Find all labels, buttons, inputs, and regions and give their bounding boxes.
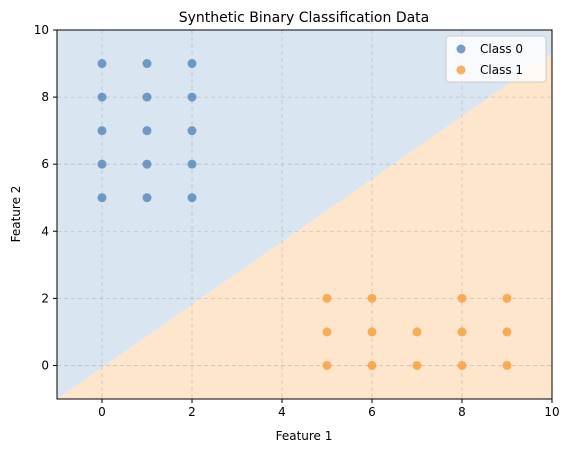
x-tick-label: 8	[458, 405, 466, 419]
data-point-class-0	[142, 92, 152, 102]
y-tick-label: 4	[41, 224, 49, 238]
legend-marker-class-0	[456, 44, 466, 54]
data-point-class-0	[187, 59, 197, 69]
x-tick-label: 0	[98, 405, 106, 419]
data-point-class-1	[457, 327, 467, 337]
x-tick-label: 6	[368, 405, 376, 419]
y-tick-label: 6	[41, 157, 49, 171]
data-point-class-0	[142, 193, 152, 203]
region-class-0	[57, 30, 552, 399]
data-point-class-0	[97, 126, 107, 136]
data-point-class-1	[502, 360, 512, 370]
data-point-class-1	[502, 293, 512, 303]
y-tick-label: 0	[41, 358, 49, 372]
chart-title: Synthetic Binary Classification Data	[179, 10, 430, 26]
data-point-class-0	[187, 126, 197, 136]
data-point-class-0	[97, 92, 107, 102]
data-point-class-0	[97, 59, 107, 69]
data-point-class-0	[187, 193, 197, 203]
data-point-class-0	[187, 92, 197, 102]
x-tick-label: 10	[544, 405, 559, 419]
plot-area: 0 2 4 6 8 10 0 2 4 6 8 10	[34, 23, 560, 419]
legend-label-class-0: Class 0	[480, 42, 523, 56]
data-point-class-1	[457, 293, 467, 303]
data-point-class-1	[457, 360, 467, 370]
axes-frame	[56, 29, 553, 400]
data-point-class-0	[142, 59, 152, 69]
y-tick-label: 8	[41, 90, 49, 104]
data-point-class-1	[412, 360, 422, 370]
y-tick-label: 10	[34, 23, 49, 37]
legend-marker-class-1	[456, 65, 466, 75]
legend-box	[445, 35, 547, 83]
data-point-class-1	[502, 327, 512, 337]
legend: Class 0 Class 1	[445, 35, 547, 83]
x-tick-label: 2	[188, 405, 196, 419]
data-point-class-1	[322, 327, 332, 337]
region-class-1	[57, 53, 552, 400]
x-axis-label: Feature 1	[276, 429, 333, 443]
x-tick-label: 4	[278, 405, 286, 419]
data-point-class-1	[412, 327, 422, 337]
data-point-class-0	[142, 159, 152, 169]
data-point-class-0	[187, 159, 197, 169]
data-point-class-0	[97, 159, 107, 169]
y-tick-label: 2	[41, 291, 49, 305]
y-axis-label: Feature 2	[9, 186, 23, 243]
data-point-class-0	[97, 193, 107, 203]
data-point-class-1	[367, 360, 377, 370]
data-point-class-1	[367, 327, 377, 337]
data-point-class-1	[367, 293, 377, 303]
legend-label-class-1: Class 1	[480, 63, 523, 77]
data-point-class-1	[322, 360, 332, 370]
data-point-class-0	[142, 126, 152, 136]
data-point-class-1	[322, 293, 332, 303]
